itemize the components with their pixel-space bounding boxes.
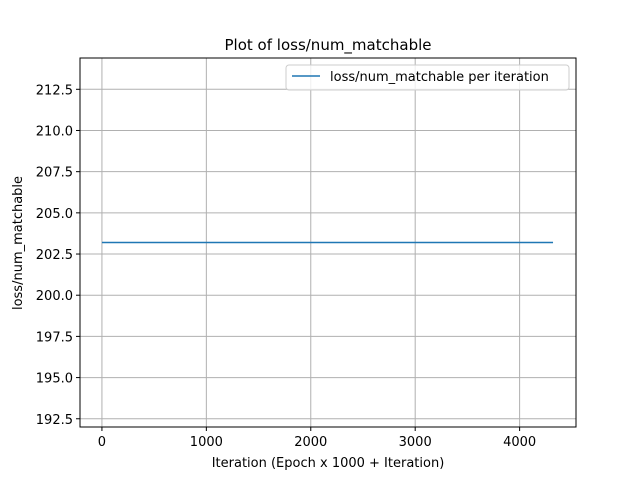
x-tick-label: 3000: [399, 435, 432, 450]
y-tick-label: 202.5: [36, 248, 73, 263]
y-tick-label: 212.5: [36, 83, 73, 98]
legend: loss/num_matchable per iteration: [285, 64, 570, 91]
y-tick-label: 205.0: [36, 207, 73, 222]
y-tick-label: 197.5: [36, 330, 73, 345]
legend-entry-label: loss/num_matchable per iteration: [330, 70, 549, 85]
y-tick-label: 192.5: [36, 413, 73, 428]
x-tick-label: 2000: [294, 435, 327, 450]
ticks: 0 1000 2000 3000 4000 192.5 195.0 197.5 200.0 202…: [36, 83, 536, 450]
y-tick-label: 195.0: [36, 372, 73, 387]
legend-box: [285, 64, 570, 91]
y-axis-label: loss/num_matchable: [11, 176, 26, 310]
x-axis-label: Iteration (Epoch x 1000 + Iteration): [212, 456, 445, 471]
x-tick-label: 1000: [190, 435, 223, 450]
y-tick-label: 210.0: [36, 124, 73, 139]
chart-title: Plot of loss/num_matchable: [225, 36, 432, 55]
plot-frame: [79, 57, 577, 428]
y-tick-label: 207.5: [36, 166, 73, 181]
y-tick-label: 200.0: [36, 289, 73, 304]
x-tick-label: 4000: [503, 435, 536, 450]
x-tick-label: 0: [98, 435, 106, 450]
